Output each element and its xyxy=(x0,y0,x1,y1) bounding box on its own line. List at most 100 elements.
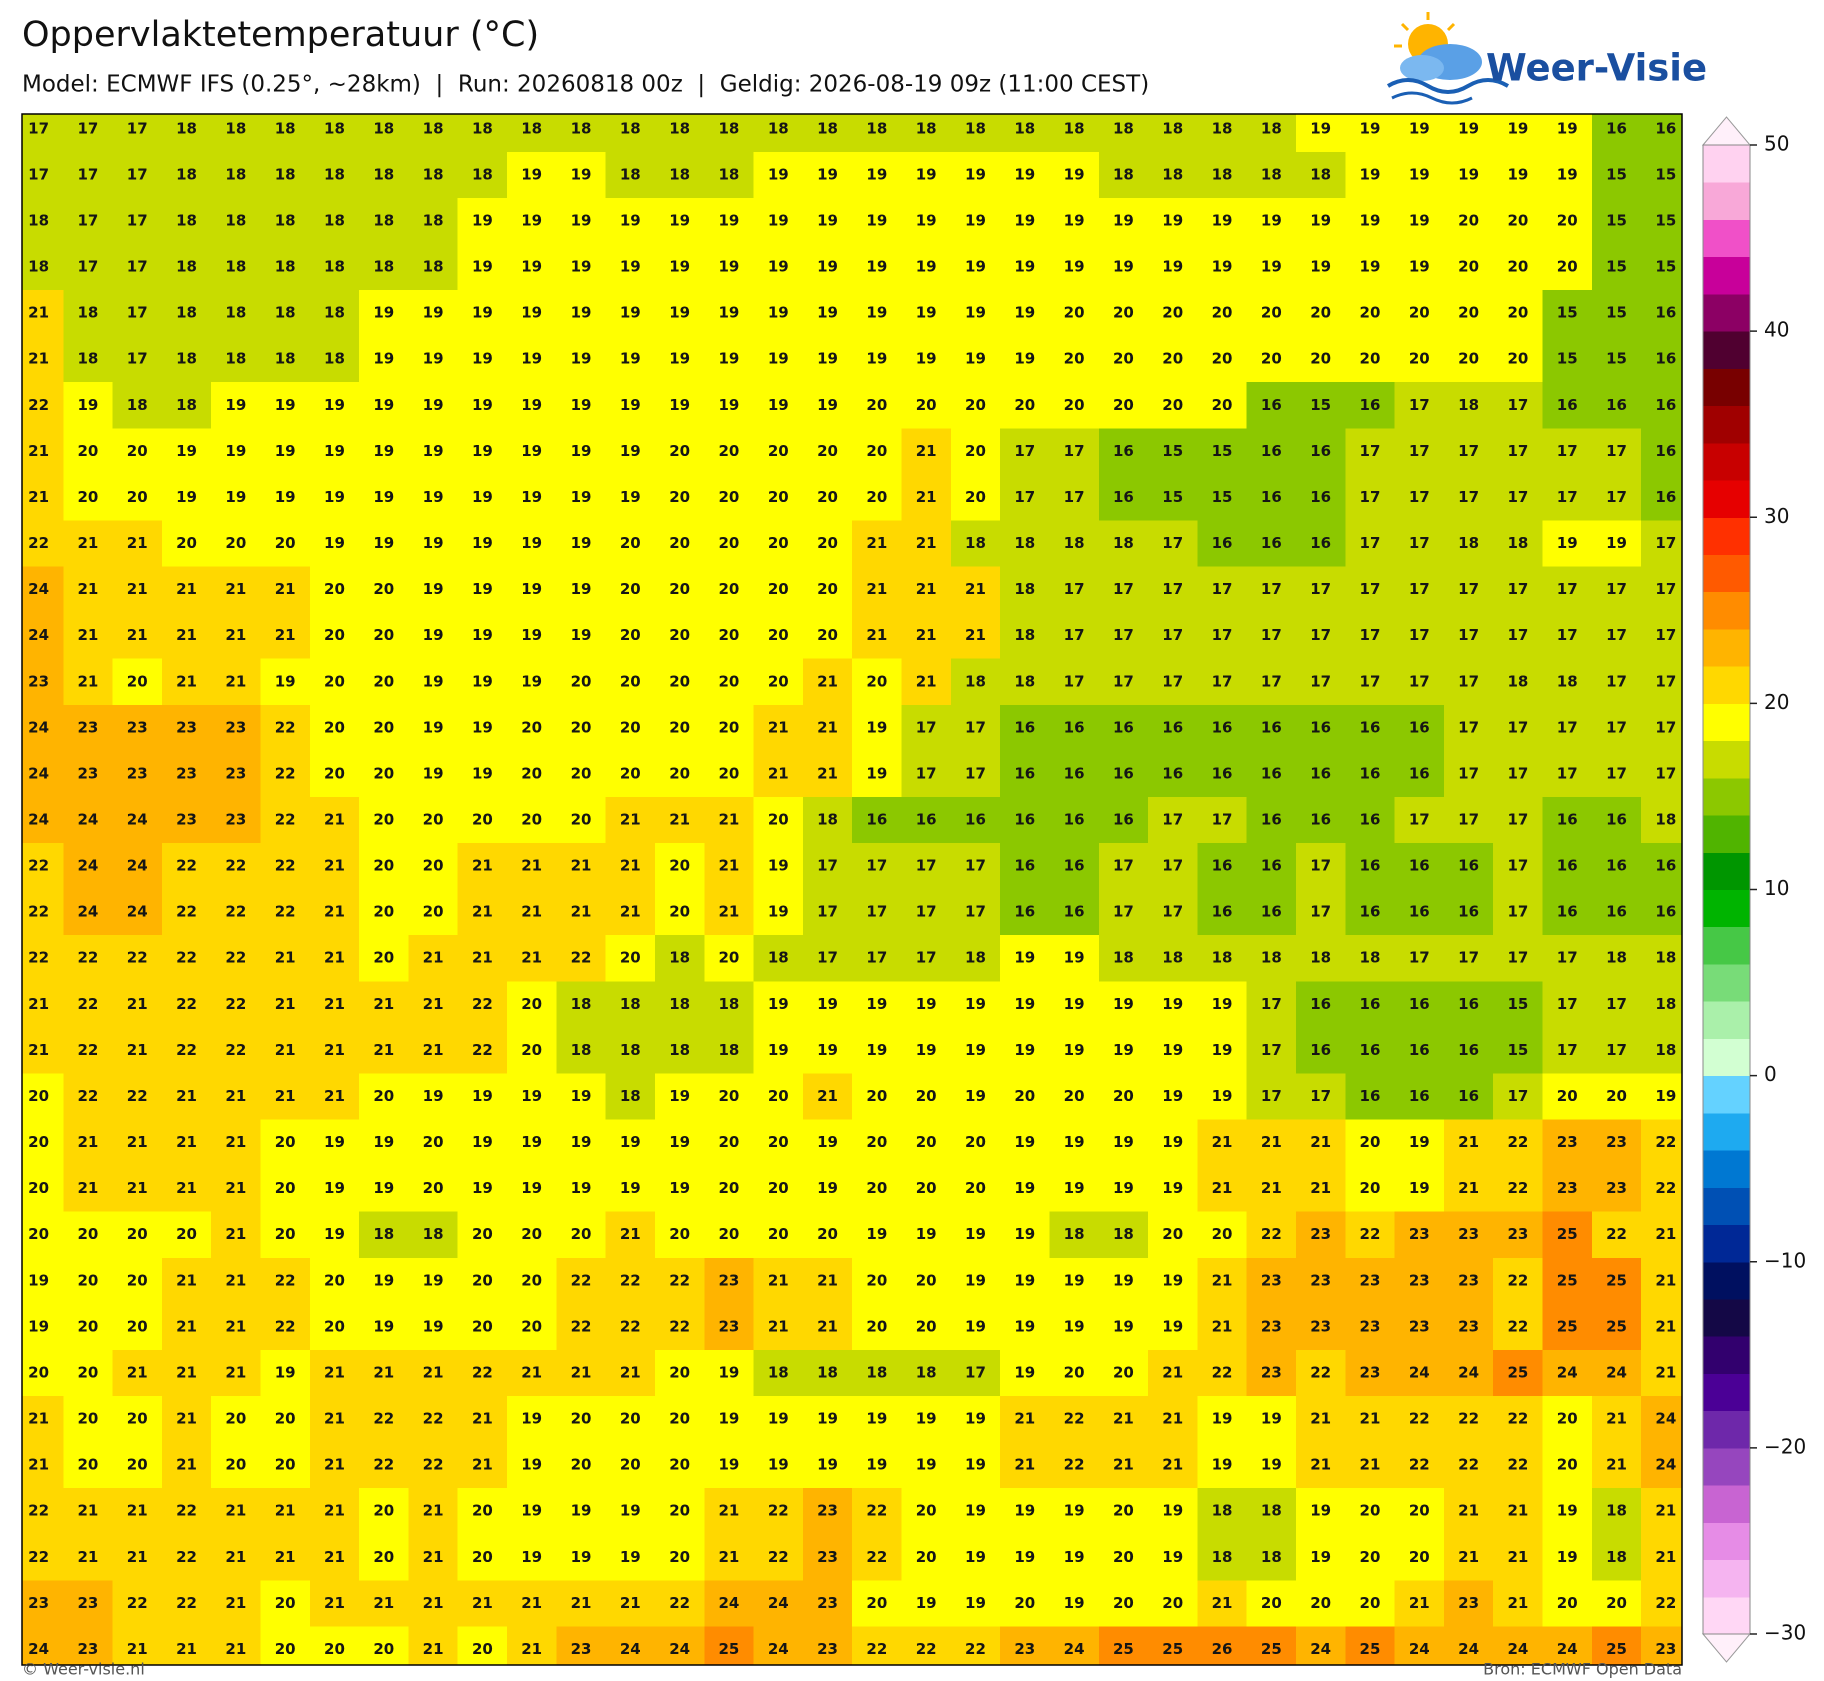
temperature-value: 20 xyxy=(1360,1548,1381,1566)
temperature-cell xyxy=(950,1303,1001,1351)
temperature-cell xyxy=(1246,520,1297,568)
temperature-cell xyxy=(1197,1027,1248,1075)
temperature-value: 21 xyxy=(324,1594,345,1612)
temperature-cell xyxy=(605,1626,656,1665)
temperature-cell xyxy=(1098,520,1149,568)
temperature-cell xyxy=(457,1626,508,1665)
temperature-value: 22 xyxy=(28,1502,49,1520)
temperature-value: 16 xyxy=(1261,811,1282,829)
temperature-cell xyxy=(1591,151,1642,199)
temperature-cell xyxy=(605,1580,656,1627)
temperature-cell xyxy=(112,566,163,614)
temperature-value: 19 xyxy=(866,995,887,1013)
temperature-cell xyxy=(901,981,952,1028)
temperature-value: 21 xyxy=(719,1502,740,1520)
colorbar-tick-label: 30 xyxy=(1764,504,1789,528)
temperature-value: 17 xyxy=(965,718,986,736)
temperature-cell xyxy=(1148,428,1198,475)
temperature-value: 21 xyxy=(423,995,444,1013)
temperature-cell xyxy=(1148,612,1198,660)
temperature-value: 21 xyxy=(28,350,49,368)
temperature-cell xyxy=(556,197,607,245)
temperature-value: 18 xyxy=(965,672,986,690)
temperature-value: 19 xyxy=(1655,1087,1676,1105)
temperature-value: 18 xyxy=(423,211,444,229)
temperature-cell xyxy=(802,935,853,982)
temperature-value: 21 xyxy=(77,1179,98,1197)
temperature-cell xyxy=(1000,1626,1051,1665)
temperature-value: 18 xyxy=(324,211,345,229)
temperature-cell xyxy=(950,750,1001,798)
temperature-value: 18 xyxy=(28,211,49,229)
temperature-value: 19 xyxy=(521,672,542,690)
colorbar-band xyxy=(1703,1224,1750,1263)
temperature-cell xyxy=(22,1165,64,1213)
temperature-cell xyxy=(1542,981,1593,1028)
temperature-cell xyxy=(457,843,508,890)
temperature-value: 21 xyxy=(176,1317,197,1335)
temperature-value: 23 xyxy=(1360,1317,1381,1335)
temperature-cell xyxy=(211,114,262,153)
temperature-cell xyxy=(753,382,804,429)
temperature-cell xyxy=(1394,244,1445,291)
temperature-cell xyxy=(22,704,64,752)
temperature-value: 24 xyxy=(28,580,49,598)
temperature-cell xyxy=(211,290,262,337)
temperature-value: 19 xyxy=(1014,1502,1035,1520)
temperature-value: 19 xyxy=(1014,949,1035,967)
temperature-cell xyxy=(507,114,557,153)
temperature-cell xyxy=(901,1027,952,1075)
temperature-value: 21 xyxy=(817,1317,838,1335)
temperature-value: 22 xyxy=(28,949,49,967)
temperature-value: 16 xyxy=(1162,718,1183,736)
temperature-value: 21 xyxy=(127,995,148,1013)
temperature-cell xyxy=(654,244,705,291)
temperature-cell xyxy=(1049,796,1100,844)
temperature-cell xyxy=(1098,750,1149,798)
temperature-cell xyxy=(704,151,755,199)
temperature-cell xyxy=(852,981,903,1028)
temperature-value: 17 xyxy=(1409,488,1430,506)
temperature-value: 20 xyxy=(324,764,345,782)
temperature-cell xyxy=(1345,428,1396,475)
temperature-value: 20 xyxy=(866,1133,887,1151)
temperature-value: 21 xyxy=(916,580,937,598)
temperature-cell xyxy=(1394,981,1445,1028)
temperature-value: 20 xyxy=(77,1271,98,1289)
temperature-value: 19 xyxy=(768,396,789,414)
temperature-value: 16 xyxy=(1557,903,1578,921)
temperature-value: 20 xyxy=(1360,1133,1381,1151)
temperature-cell xyxy=(1542,1303,1593,1351)
temperature-cell xyxy=(161,935,212,982)
temperature-value: 23 xyxy=(1507,1225,1528,1243)
temperature-cell xyxy=(309,796,360,844)
temperature-value: 22 xyxy=(1064,1410,1085,1428)
temperature-cell xyxy=(753,1534,804,1581)
temperature-cell xyxy=(211,1396,262,1443)
temperature-cell xyxy=(1148,244,1198,291)
temperature-cell xyxy=(1591,750,1642,798)
temperature-value: 21 xyxy=(324,811,345,829)
temperature-value: 23 xyxy=(1360,1363,1381,1381)
temperature-cell xyxy=(408,197,459,245)
temperature-value: 17 xyxy=(817,949,838,967)
temperature-value: 21 xyxy=(225,1640,246,1658)
temperature-value: 19 xyxy=(373,1271,394,1289)
colorbar-band xyxy=(1703,926,1750,965)
temperature-value: 19 xyxy=(916,1225,937,1243)
temperature-cell xyxy=(457,981,508,1028)
temperature-cell xyxy=(211,520,262,568)
temperature-value: 21 xyxy=(324,1087,345,1105)
temperature-cell xyxy=(605,114,656,153)
temperature-cell xyxy=(1098,935,1149,982)
temperature-value: 17 xyxy=(1261,626,1282,644)
temperature-value: 21 xyxy=(571,857,592,875)
temperature-value: 18 xyxy=(1261,165,1282,183)
temperature-cell xyxy=(1246,1073,1297,1121)
temperature-cell xyxy=(1641,750,1682,798)
temperature-cell xyxy=(605,1534,656,1581)
temperature-cell xyxy=(359,889,410,936)
temperature-value: 20 xyxy=(423,1133,444,1151)
temperature-cell xyxy=(309,1349,360,1397)
temperature-value: 19 xyxy=(1113,1317,1134,1335)
